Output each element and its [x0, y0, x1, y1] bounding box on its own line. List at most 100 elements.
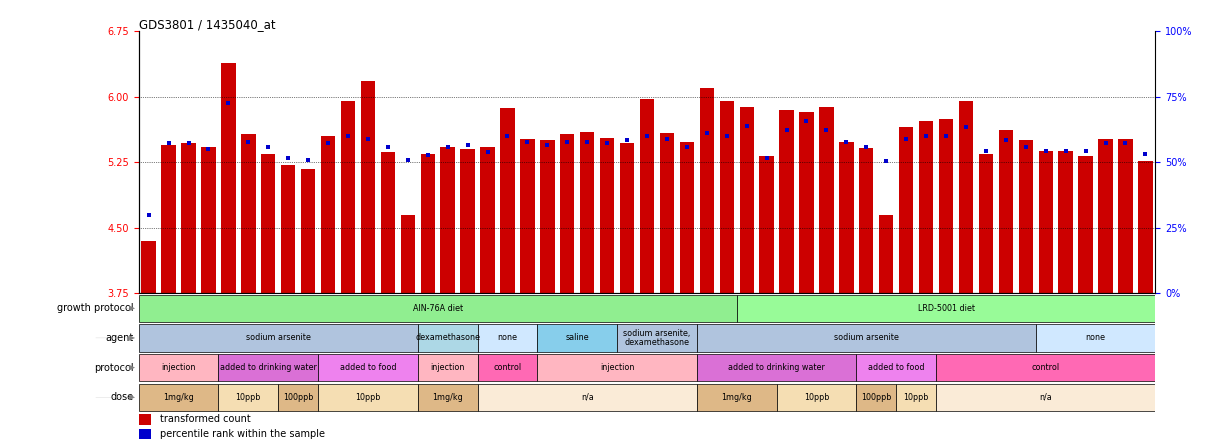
Point [358, 135, 377, 142]
Bar [139, 414, 152, 424]
Text: control: control [1031, 363, 1060, 372]
Point [299, 156, 318, 163]
Bar [139, 295, 737, 322]
Bar [760, 156, 774, 293]
Point [498, 132, 517, 139]
Point [199, 146, 218, 153]
Point [896, 135, 915, 142]
Point [718, 132, 737, 139]
Point [917, 132, 936, 139]
Bar [520, 139, 534, 293]
Text: sodium arsenite,
dexamethasone: sodium arsenite, dexamethasone [624, 329, 691, 347]
Point [258, 143, 277, 150]
Bar [697, 354, 856, 381]
Text: percentile rank within the sample: percentile rank within the sample [160, 429, 326, 439]
Text: 100ppb: 100ppb [283, 393, 314, 402]
Point [178, 139, 198, 147]
Bar [856, 384, 896, 411]
Bar [599, 138, 614, 293]
Bar [400, 215, 415, 293]
Point [458, 141, 478, 148]
Point [837, 139, 856, 146]
Point [617, 137, 637, 144]
Point [557, 139, 576, 146]
Point [996, 137, 1015, 144]
Bar [478, 324, 538, 352]
Bar [218, 354, 318, 381]
Point [637, 132, 656, 139]
Bar [221, 63, 235, 293]
Point [379, 144, 398, 151]
Text: none: none [498, 333, 517, 342]
Bar [480, 147, 494, 293]
Bar [417, 384, 478, 411]
Bar [898, 127, 913, 293]
Point [478, 148, 497, 155]
Point [1056, 147, 1076, 155]
Point [279, 155, 298, 162]
Bar [819, 107, 833, 293]
Text: n/a: n/a [1040, 393, 1052, 402]
Bar [139, 384, 218, 411]
Bar [381, 152, 396, 293]
Point [239, 139, 258, 146]
Bar [660, 133, 674, 293]
Bar [538, 354, 697, 381]
Bar [279, 384, 318, 411]
Point [517, 139, 537, 146]
Point [936, 132, 955, 139]
Bar [1038, 151, 1053, 293]
Point [956, 124, 976, 131]
Bar [417, 324, 478, 352]
Text: dose: dose [111, 392, 134, 402]
Bar [421, 154, 435, 293]
Bar [478, 384, 697, 411]
Text: dexamethasone: dexamethasone [415, 333, 480, 342]
Point [1096, 139, 1116, 147]
Bar [1099, 139, 1113, 293]
Bar [540, 140, 555, 293]
Point [318, 139, 338, 147]
Point [159, 139, 178, 147]
Bar [461, 149, 475, 293]
Bar [260, 154, 275, 293]
Text: none: none [1085, 333, 1106, 342]
Point [438, 144, 457, 151]
Bar [139, 324, 417, 352]
Point [1017, 144, 1036, 151]
Bar [1059, 151, 1073, 293]
Bar [936, 384, 1155, 411]
Point [418, 152, 438, 159]
Bar [697, 324, 1036, 352]
Text: added to food: added to food [340, 363, 397, 372]
Bar [699, 88, 714, 293]
Bar [302, 169, 315, 293]
Point [597, 139, 616, 147]
Text: 10ppb: 10ppb [903, 393, 929, 402]
Bar [538, 324, 617, 352]
Text: sodium arsenite: sodium arsenite [833, 333, 898, 342]
Text: saline: saline [566, 333, 589, 342]
Text: injection: injection [431, 363, 464, 372]
Bar [879, 215, 894, 293]
Text: injection: injection [162, 363, 195, 372]
Text: transformed count: transformed count [160, 414, 251, 424]
Bar [478, 354, 538, 381]
Point [737, 122, 756, 129]
Bar [201, 147, 216, 293]
Text: 1mg/kg: 1mg/kg [432, 393, 463, 402]
Point [757, 155, 777, 162]
Bar [777, 384, 856, 411]
Point [1036, 147, 1055, 155]
Point [139, 211, 158, 218]
Bar [617, 324, 697, 352]
Bar [640, 99, 654, 293]
Bar [936, 354, 1155, 381]
Point [977, 147, 996, 155]
Text: injection: injection [599, 363, 634, 372]
Bar [139, 429, 152, 440]
Text: 10ppb: 10ppb [235, 393, 260, 402]
Point [1116, 139, 1135, 147]
Bar [1019, 140, 1034, 293]
Bar [896, 384, 936, 411]
